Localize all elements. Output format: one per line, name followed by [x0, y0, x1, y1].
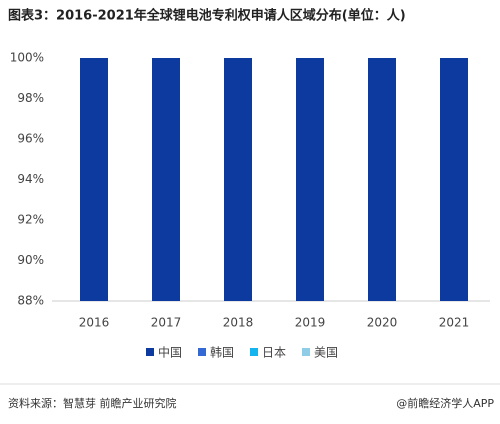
bar-segment: [368, 58, 396, 301]
legend-label: 美国: [314, 346, 338, 360]
x-tick-label: 2019: [295, 316, 326, 330]
credit: @前瞻经济学人APP: [396, 396, 494, 410]
chart-title: 图表3：2016-2021年全球锂电池专利权申请人区域分布(单位：人): [8, 8, 406, 24]
y-tick-label: 90%: [17, 253, 44, 267]
source: 资料来源：智慧芽 前瞻产业研究院: [8, 396, 177, 410]
y-tick-label: 88%: [17, 294, 44, 308]
y-tick-label: 92%: [17, 213, 44, 227]
bar-segment: [440, 58, 468, 301]
x-tick-label: 2016: [79, 316, 110, 330]
bar-segment: [152, 58, 180, 301]
x-tick-label: 2021: [439, 316, 470, 330]
x-tick-label: 2018: [223, 316, 254, 330]
legend-label: 中国: [158, 345, 182, 360]
bar-segment: [224, 58, 252, 301]
legend-swatch: [302, 348, 310, 356]
legend-swatch: [198, 348, 206, 356]
legend-label: 韩国: [210, 345, 234, 360]
bar-segment: [80, 58, 108, 301]
y-tick-label: 100%: [10, 51, 44, 65]
y-tick-label: 98%: [17, 91, 44, 105]
y-tick-label: 96%: [17, 132, 44, 146]
bar-segment: [296, 58, 324, 301]
x-tick-label: 2020: [367, 316, 398, 330]
legend-swatch: [250, 348, 258, 356]
legend-swatch: [146, 348, 154, 356]
legend-label: 日本: [262, 346, 286, 360]
x-tick-label: 2017: [151, 316, 182, 330]
y-tick-label: 94%: [17, 172, 44, 186]
